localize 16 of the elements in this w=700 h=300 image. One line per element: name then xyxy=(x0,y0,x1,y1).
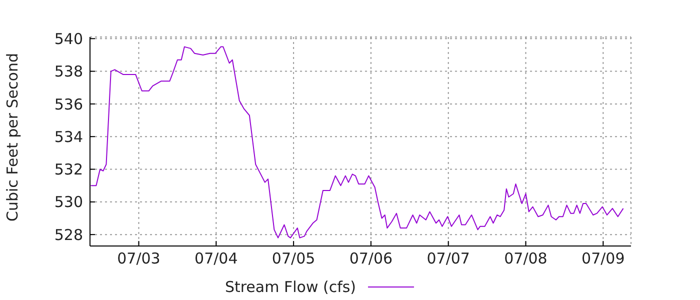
y-tick-label: 528 xyxy=(54,226,83,244)
y-tick-label: 530 xyxy=(54,193,83,212)
x-tick-label: 07/07 xyxy=(426,250,470,268)
legend-label: Stream Flow (cfs) xyxy=(224,278,356,296)
x-tick-label: 07/05 xyxy=(272,250,316,268)
y-tick-label: 532 xyxy=(54,160,83,179)
x-tick-label: 07/08 xyxy=(504,250,548,268)
x-tick-label: 07/09 xyxy=(582,250,625,268)
y-tick-label: 540 xyxy=(54,30,83,48)
x-tick-label: 07/04 xyxy=(194,250,238,268)
x-tick-label: 07/03 xyxy=(117,250,160,268)
y-tick-label: 534 xyxy=(54,128,83,146)
y-tick-label: 538 xyxy=(54,62,83,81)
x-tick-label: 07/06 xyxy=(349,250,393,268)
y-axis-title: Cubic Feet per Second xyxy=(3,53,22,222)
y-tick-label: 536 xyxy=(54,95,83,114)
